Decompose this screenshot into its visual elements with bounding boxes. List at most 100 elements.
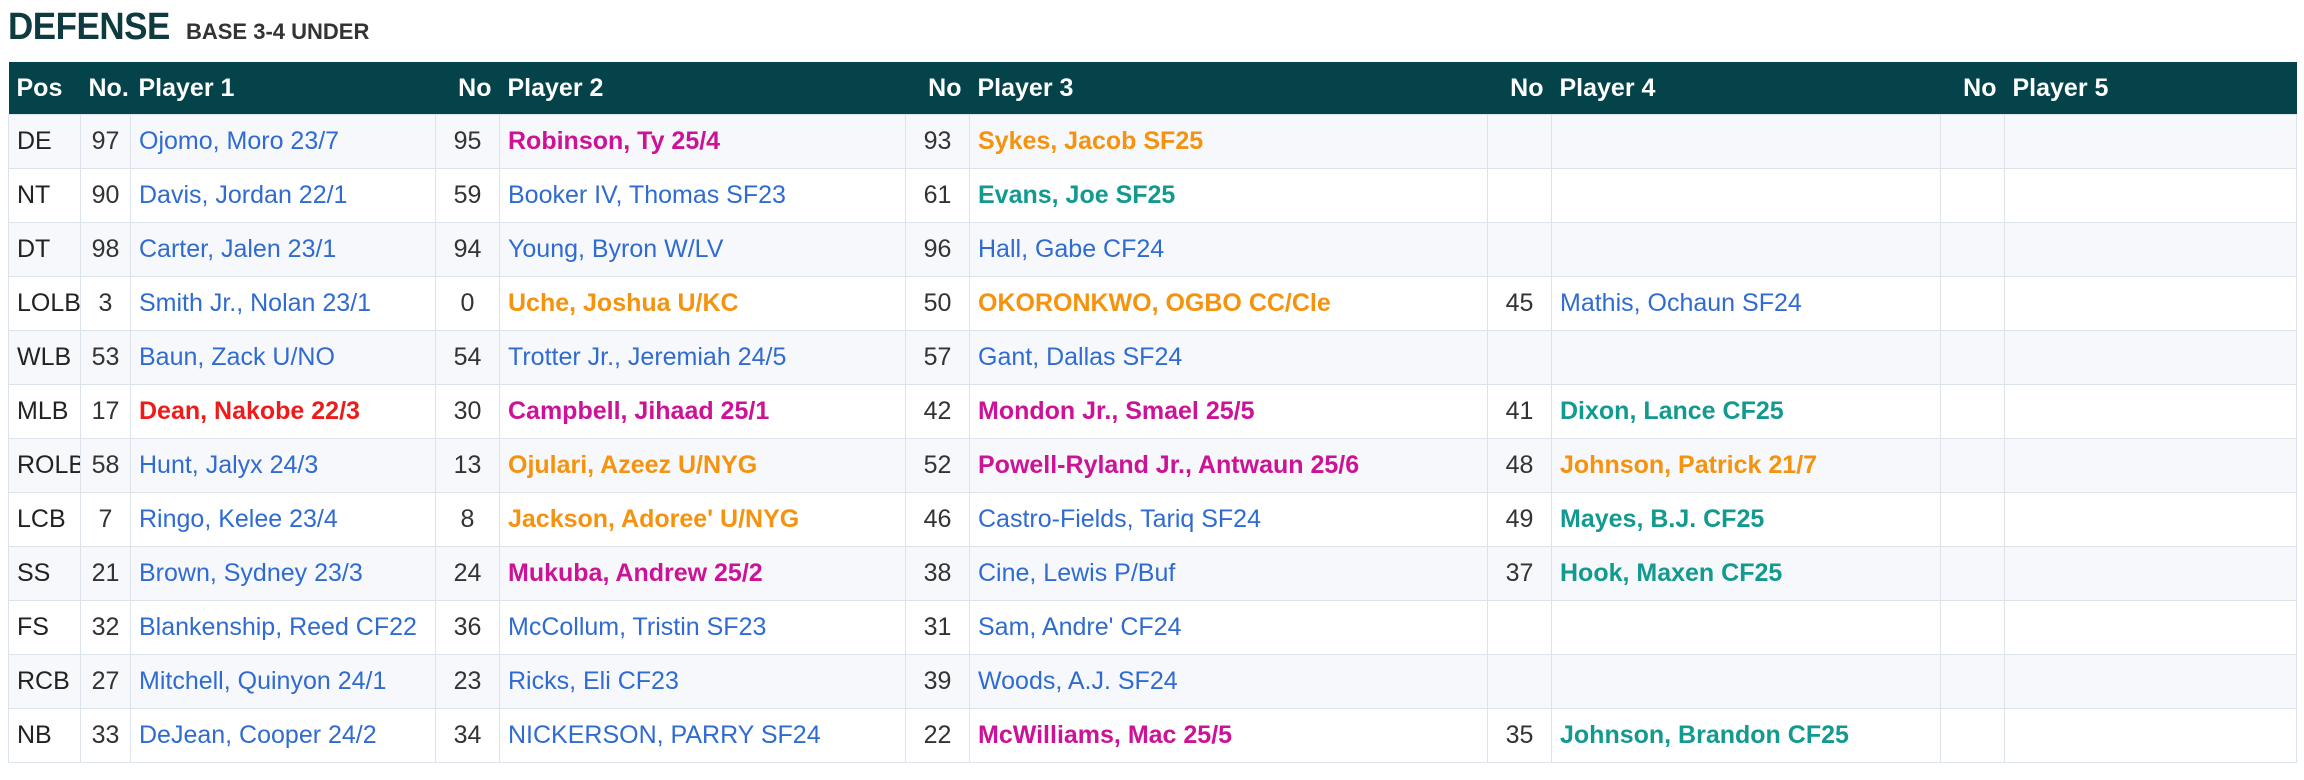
player-link bbox=[2004, 708, 2297, 763]
player-link[interactable]: OKORONKWO, OGBO CC/Cle bbox=[969, 276, 1488, 331]
player-link[interactable]: Booker IV, Thomas SF23 bbox=[499, 168, 906, 223]
table-header-row: Pos No. Player 1 No Player 2 No Player 3 No Play… bbox=[8, 62, 2297, 115]
player-link[interactable]: Ojomo, Moro 23/7 bbox=[130, 114, 436, 169]
jersey-number-cell bbox=[1940, 114, 2005, 169]
jersey-number-cell: 45 bbox=[1487, 276, 1552, 331]
player-link[interactable]: Mathis, Ochaun SF24 bbox=[1551, 276, 1941, 331]
player-link bbox=[2004, 654, 2297, 709]
jersey-number-cell bbox=[1940, 708, 2005, 763]
player-link[interactable]: Mukuba, Andrew 25/2 bbox=[499, 546, 906, 601]
jersey-number-cell: 32 bbox=[80, 600, 131, 655]
player-link[interactable]: Dean, Nakobe 22/3 bbox=[130, 384, 436, 439]
player-link[interactable]: Ricks, Eli CF23 bbox=[499, 654, 906, 709]
jersey-number-cell: 30 bbox=[435, 384, 500, 439]
player-link[interactable]: Baun, Zack U/NO bbox=[130, 330, 436, 385]
player-link[interactable]: Campbell, Jihaad 25/1 bbox=[499, 384, 906, 439]
jersey-number-cell: 8 bbox=[435, 492, 500, 547]
jersey-number-cell: 33 bbox=[80, 708, 131, 763]
jersey-number-cell: 54 bbox=[435, 330, 500, 385]
column-header: Player 4 bbox=[1551, 62, 1941, 115]
table-row: WLB 53 Baun, Zack U/NO 54 Trotter Jr., Jerem… bbox=[8, 330, 2297, 385]
player-link[interactable]: Sykes, Jacob SF25 bbox=[969, 114, 1488, 169]
player-link[interactable]: Mitchell, Quinyon 24/1 bbox=[130, 654, 436, 709]
jersey-number-cell bbox=[1487, 600, 1552, 655]
player-link bbox=[2004, 276, 2297, 331]
player-link bbox=[2004, 330, 2297, 385]
player-link[interactable]: Carter, Jalen 23/1 bbox=[130, 222, 436, 277]
player-link[interactable]: Hall, Gabe CF24 bbox=[969, 222, 1488, 277]
jersey-number-cell bbox=[1940, 222, 2005, 277]
player-link[interactable]: Sam, Andre' CF24 bbox=[969, 600, 1488, 655]
jersey-number-cell: 21 bbox=[80, 546, 131, 601]
jersey-number-cell bbox=[1487, 114, 1552, 169]
table-row: NB 33 DeJean, Cooper 24/2 34 NICKERSON, PARR… bbox=[8, 708, 2297, 763]
player-link[interactable]: Brown, Sydney 23/3 bbox=[130, 546, 436, 601]
player-link[interactable]: Johnson, Patrick 21/7 bbox=[1551, 438, 1941, 493]
jersey-number-cell bbox=[1940, 438, 2005, 493]
player-link[interactable]: NICKERSON, PARRY SF24 bbox=[499, 708, 906, 763]
column-header: Pos bbox=[8, 62, 81, 115]
player-link[interactable]: DeJean, Cooper 24/2 bbox=[130, 708, 436, 763]
position-cell: WLB bbox=[8, 330, 81, 385]
player-link[interactable]: Ringo, Kelee 23/4 bbox=[130, 492, 436, 547]
player-link[interactable]: Mayes, B.J. CF25 bbox=[1551, 492, 1941, 547]
position-cell: ROLB bbox=[8, 438, 81, 493]
position-cell: LCB bbox=[8, 492, 81, 547]
jersey-number-cell: 42 bbox=[905, 384, 970, 439]
player-link[interactable]: Smith Jr., Nolan 23/1 bbox=[130, 276, 436, 331]
player-link[interactable]: McWilliams, Mac 25/5 bbox=[969, 708, 1488, 763]
player-link bbox=[2004, 438, 2297, 493]
jersey-number-cell bbox=[1487, 168, 1552, 223]
jersey-number-cell: 90 bbox=[80, 168, 131, 223]
table-row: DT 98 Carter, Jalen 23/1 94 Young, Byron W/L… bbox=[8, 222, 2297, 277]
jersey-number-cell bbox=[1940, 168, 2005, 223]
table-body: DE 97 Ojomo, Moro 23/7 95 Robinson, Ty 25/4 9… bbox=[8, 114, 2297, 763]
column-header: Player 2 bbox=[499, 62, 906, 115]
player-link[interactable]: Gant, Dallas SF24 bbox=[969, 330, 1488, 385]
player-link[interactable]: Hook, Maxen CF25 bbox=[1551, 546, 1941, 601]
player-link[interactable]: Woods, A.J. SF24 bbox=[969, 654, 1488, 709]
column-header: No bbox=[435, 62, 500, 115]
jersey-number-cell: 37 bbox=[1487, 546, 1552, 601]
player-link bbox=[1551, 330, 1941, 385]
table-row: LCB 7 Ringo, Kelee 23/4 8 Jackson, Adoree' U… bbox=[8, 492, 2297, 547]
player-link[interactable]: Uche, Joshua U/KC bbox=[499, 276, 906, 331]
table-row: RCB 27 Mitchell, Quinyon 24/1 23 Ricks, Eli … bbox=[8, 654, 2297, 709]
jersey-number-cell: 13 bbox=[435, 438, 500, 493]
jersey-number-cell: 57 bbox=[905, 330, 970, 385]
jersey-number-cell: 3 bbox=[80, 276, 131, 331]
jersey-number-cell: 53 bbox=[80, 330, 131, 385]
player-link[interactable]: Johnson, Brandon CF25 bbox=[1551, 708, 1941, 763]
jersey-number-cell: 93 bbox=[905, 114, 970, 169]
player-link[interactable]: Evans, Joe SF25 bbox=[969, 168, 1488, 223]
player-link bbox=[2004, 384, 2297, 439]
player-link[interactable]: Mondon Jr., Smael 25/5 bbox=[969, 384, 1488, 439]
player-link[interactable]: Young, Byron W/LV bbox=[499, 222, 906, 277]
jersey-number-cell: 23 bbox=[435, 654, 500, 709]
player-link[interactable]: Blankenship, Reed CF22 bbox=[130, 600, 436, 655]
jersey-number-cell: 97 bbox=[80, 114, 131, 169]
jersey-number-cell bbox=[1940, 492, 2005, 547]
player-link[interactable]: Cine, Lewis P/Buf bbox=[969, 546, 1488, 601]
player-link[interactable]: Davis, Jordan 22/1 bbox=[130, 168, 436, 223]
player-link[interactable]: Robinson, Ty 25/4 bbox=[499, 114, 906, 169]
player-link bbox=[2004, 492, 2297, 547]
player-link[interactable]: Hunt, Jalyx 24/3 bbox=[130, 438, 436, 493]
player-link[interactable]: McCollum, Tristin SF23 bbox=[499, 600, 906, 655]
player-link bbox=[2004, 546, 2297, 601]
player-link[interactable]: Ojulari, Azeez U/NYG bbox=[499, 438, 906, 493]
player-link[interactable]: Jackson, Adoree' U/NYG bbox=[499, 492, 906, 547]
jersey-number-cell: 22 bbox=[905, 708, 970, 763]
player-link[interactable]: Dixon, Lance CF25 bbox=[1551, 384, 1941, 439]
jersey-number-cell: 96 bbox=[905, 222, 970, 277]
depth-chart-table: Pos No. Player 1 No Player 2 No Player 3 No Play… bbox=[8, 62, 2297, 763]
table-row: MLB 17 Dean, Nakobe 22/3 30 Campbell, Jihaad… bbox=[8, 384, 2297, 439]
player-link[interactable]: Trotter Jr., Jeremiah 24/5 bbox=[499, 330, 906, 385]
table-row: NT 90 Davis, Jordan 22/1 59 Booker IV, Thoma… bbox=[8, 168, 2297, 223]
jersey-number-cell: 52 bbox=[905, 438, 970, 493]
jersey-number-cell: 38 bbox=[905, 546, 970, 601]
player-link[interactable]: Castro-Fields, Tariq SF24 bbox=[969, 492, 1488, 547]
player-link[interactable]: Powell-Ryland Jr., Antwaun 25/6 bbox=[969, 438, 1488, 493]
table-row: DE 97 Ojomo, Moro 23/7 95 Robinson, Ty 25/4 9… bbox=[8, 114, 2297, 169]
jersey-number-cell bbox=[1487, 330, 1552, 385]
